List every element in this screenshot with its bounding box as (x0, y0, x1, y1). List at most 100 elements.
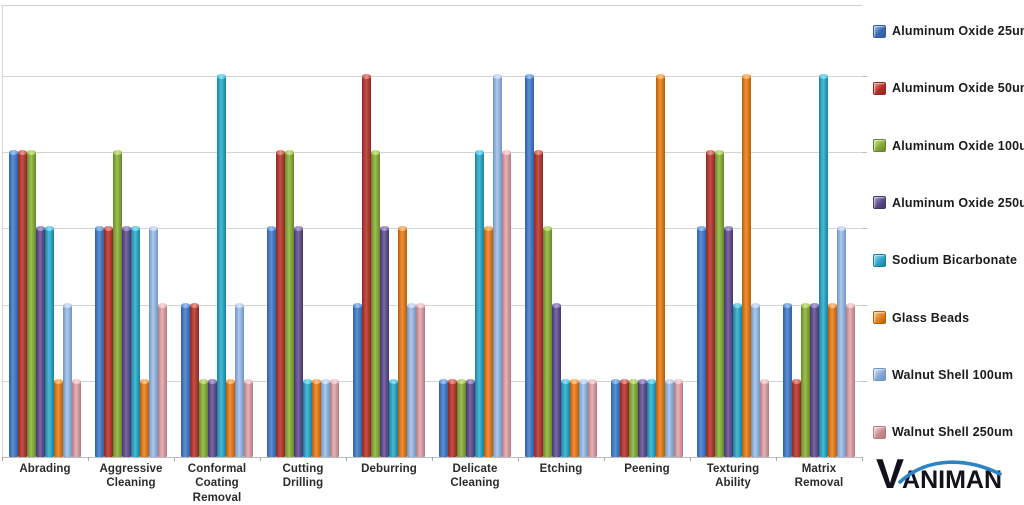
bar-cap (321, 379, 330, 384)
bar-cap (95, 226, 104, 231)
bar-aluminum-oxide-50um (190, 303, 199, 457)
bar-cap (380, 226, 389, 231)
bar-cap (751, 303, 760, 308)
legend-swatch-icon (873, 311, 886, 324)
legend-label: Walnut Shell 100um (892, 367, 1014, 382)
bar-walnut-shell-250um (502, 150, 511, 457)
bar-cap (149, 226, 158, 231)
bar-sodium-bicarbonate (561, 379, 570, 457)
bar-walnut-shell-250um (244, 379, 253, 457)
vaniman-logo-text: VANIMAN (876, 450, 1003, 497)
legend-item: Aluminum Oxide 50um (873, 81, 1024, 95)
bar-sodium-bicarbonate (733, 303, 742, 457)
legend-swatch-icon (873, 253, 886, 267)
plot-top-border (2, 5, 862, 6)
bar-aluminum-oxide-100um (629, 379, 638, 457)
category-label: Aggressive Cleaning (99, 463, 163, 490)
bar-aluminum-oxide-100um (27, 150, 36, 457)
bar-aluminum-oxide-100um (715, 150, 724, 457)
bar-cap (656, 74, 665, 79)
bar-aluminum-oxide-25um (783, 303, 792, 457)
bar-cap (493, 74, 502, 79)
bar-cap (389, 379, 398, 384)
bar-sodium-bicarbonate (475, 150, 484, 457)
bar-aluminum-oxide-50um (18, 150, 27, 457)
bar-cap (525, 74, 534, 79)
bar-cap (416, 303, 425, 308)
bar-walnut-shell-100um (63, 303, 72, 457)
gridline-stub (862, 152, 867, 153)
bar-aluminum-oxide-25um (525, 74, 534, 457)
bar-walnut-shell-250um (72, 379, 81, 457)
bar-cap (706, 150, 715, 155)
bar-cap (665, 379, 674, 384)
bar-cap (226, 379, 235, 384)
category-axis-tick (2, 457, 3, 461)
bar-aluminum-oxide-50um (620, 379, 629, 457)
legend-label: Glass Beads (892, 310, 970, 325)
bar-cap (54, 379, 63, 384)
bar-cap (570, 379, 579, 384)
bar-cap (552, 303, 561, 308)
bar-glass-beads (484, 226, 493, 457)
gridline-stub (862, 228, 867, 229)
gridline (2, 305, 862, 306)
bar-aluminum-oxide-25um (611, 379, 620, 457)
bar-cap (534, 150, 543, 155)
bar-aluminum-oxide-100um (543, 226, 552, 457)
category-axis-tick (604, 457, 605, 461)
bar-sodium-bicarbonate (131, 226, 140, 457)
bar-glass-beads (742, 74, 751, 457)
category-axis-tick (776, 457, 777, 461)
legend-label: Sodium Bicarbonate (892, 253, 1018, 268)
bar-walnut-shell-100um (665, 379, 674, 457)
legend-label: Aluminum Oxide 250um (892, 195, 1024, 210)
category-axis-tick (174, 457, 175, 461)
bar-walnut-shell-100um (579, 379, 588, 457)
bar-aluminum-oxide-100um (457, 379, 466, 457)
bar-cap (448, 379, 457, 384)
bar-cap (579, 379, 588, 384)
bar-cap (131, 226, 140, 231)
bar-cap (697, 226, 706, 231)
bar-aluminum-oxide-25um (353, 303, 362, 457)
bar-cap (244, 379, 253, 384)
bar-cap (475, 150, 484, 155)
chart-legend: Aluminum Oxide 25um Aluminum Oxide 50um Al… (873, 0, 1024, 455)
bar-aluminum-oxide-250um (810, 303, 819, 457)
bar-aluminum-oxide-250um (724, 226, 733, 457)
bar-aluminum-oxide-50um (362, 74, 371, 457)
bar-sodium-bicarbonate (45, 226, 54, 457)
bar-aluminum-oxide-100um (113, 150, 122, 457)
bar-aluminum-oxide-25um (95, 226, 104, 457)
bar-aluminum-oxide-50um (104, 226, 113, 457)
bar-cap (36, 226, 45, 231)
bar-cap (199, 379, 208, 384)
bar-aluminum-oxide-25um (181, 303, 190, 457)
bar-cap (760, 379, 769, 384)
bar-walnut-shell-100um (235, 303, 244, 457)
bar-glass-beads (226, 379, 235, 457)
bar-walnut-shell-250um (416, 303, 425, 457)
legend-item: Glass Beads (873, 311, 969, 325)
bar-cap (724, 226, 733, 231)
bar-aluminum-oxide-250um (638, 379, 647, 457)
category-axis-tick (260, 457, 261, 461)
bar-cap (63, 303, 72, 308)
bar-aluminum-oxide-100um (801, 303, 810, 457)
bar-cap (638, 379, 647, 384)
bar-cap (837, 226, 846, 231)
bar-glass-beads (398, 226, 407, 457)
bar-aluminum-oxide-25um (439, 379, 448, 457)
bar-aluminum-oxide-50um (706, 150, 715, 457)
category-axis-tick (346, 457, 347, 461)
bar-cap (502, 150, 511, 155)
bar-cap (208, 379, 217, 384)
bar-cap (72, 379, 81, 384)
bar-glass-beads (570, 379, 579, 457)
bar-cap (810, 303, 819, 308)
legend-swatch-icon (873, 368, 886, 382)
bar-cap (104, 226, 113, 231)
bar-cap (466, 379, 475, 384)
